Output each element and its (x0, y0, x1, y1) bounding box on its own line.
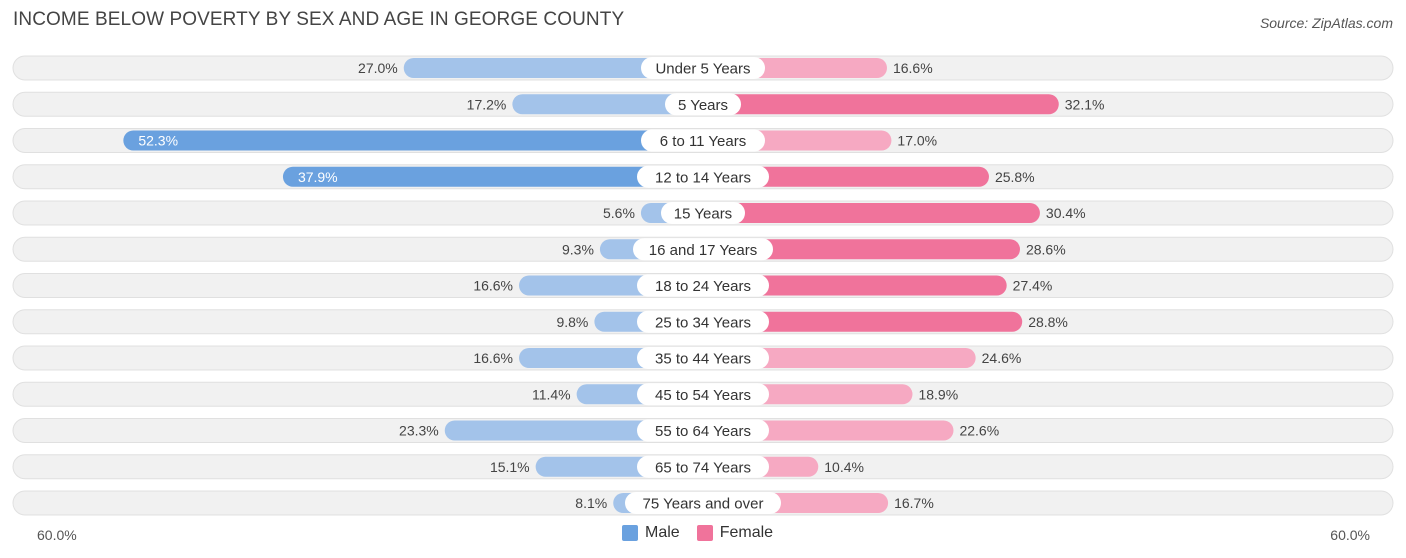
category-pill (637, 383, 769, 406)
bar-female (703, 348, 976, 368)
legend-label-female: Female (719, 524, 774, 541)
bar-female (703, 166, 989, 187)
value-label-male: 52.3% (138, 133, 178, 149)
category-pill (637, 274, 769, 297)
value-label-male: 23.3% (399, 423, 439, 439)
category-pill (625, 492, 781, 514)
value-label-male: 8.1% (575, 495, 607, 511)
category-label: 75 Years and over (643, 496, 764, 513)
value-label-male: 9.8% (556, 314, 588, 330)
bar-female (703, 239, 1020, 260)
category-label: 25 to 34 Years (655, 314, 751, 331)
legend-item-male: Male (622, 524, 680, 542)
category-label: Under 5 Years (655, 61, 750, 78)
category-pill (637, 455, 769, 478)
category-pill (633, 238, 773, 261)
value-label-female: 10.4% (824, 459, 864, 475)
source-label: Source: ZipAtlas.com (1259, 15, 1393, 31)
axis-label-right: 60.0% (1330, 527, 1370, 543)
category-pill (637, 310, 769, 333)
axis-label-left: 60.0% (37, 527, 77, 543)
value-label-female: 30.4% (1046, 205, 1086, 221)
category-label: 55 to 64 Years (655, 423, 751, 440)
value-label-female: 17.0% (897, 133, 937, 149)
category-label: 6 to 11 Years (660, 133, 746, 150)
value-label-male: 5.6% (603, 205, 635, 221)
value-label-female: 16.6% (893, 60, 933, 76)
legend-item-female: Female (696, 524, 774, 542)
category-label: 45 to 54 Years (655, 387, 751, 404)
category-label: 16 and 17 Years (649, 242, 757, 259)
category-pill (641, 129, 765, 152)
bar-female (703, 311, 1023, 332)
category-label: 15 Years (674, 206, 732, 223)
bar-female (703, 203, 1040, 223)
value-label-male: 15.1% (490, 459, 530, 475)
category-pill (637, 419, 769, 442)
bar-male (123, 130, 703, 151)
category-label: 18 to 24 Years (655, 278, 751, 295)
value-label-male: 16.6% (473, 350, 513, 366)
category-pill (637, 347, 769, 369)
value-label-female: 28.6% (1026, 241, 1066, 257)
legend-swatch-female (696, 525, 713, 541)
bar-female (703, 275, 1007, 296)
legend-swatch-male (622, 525, 638, 541)
value-label-female: 24.6% (982, 350, 1022, 366)
bar-female (703, 94, 1059, 115)
value-label-female: 16.7% (894, 495, 934, 511)
value-label-female: 18.9% (918, 386, 958, 402)
value-label-female: 25.8% (995, 169, 1035, 185)
category-pill (665, 93, 741, 116)
value-label-male: 17.2% (467, 96, 507, 112)
category-label: 5 Years (678, 97, 728, 114)
bar-male (282, 166, 703, 187)
bar-male (512, 94, 703, 115)
category-pill (641, 57, 765, 79)
chart-title: INCOME BELOW POVERTY BY SEX AND AGE IN G… (13, 9, 625, 30)
value-label-male: 27.0% (358, 60, 398, 76)
category-label: 35 to 44 Years (655, 351, 751, 368)
value-label-male: 16.6% (473, 278, 513, 294)
value-label-male: 37.9% (298, 169, 338, 185)
legend: Male Female (622, 524, 790, 542)
value-label-female: 22.6% (959, 423, 999, 439)
category-label: 12 to 14 Years (655, 169, 751, 186)
value-label-female: 32.1% (1065, 96, 1105, 112)
value-label-female: 27.4% (1013, 278, 1053, 294)
category-pill (637, 165, 769, 188)
value-label-male: 9.3% (562, 241, 594, 257)
legend-label-male: Male (645, 524, 680, 541)
bar-male (403, 58, 703, 78)
value-label-male: 11.4% (532, 386, 571, 402)
value-label-female: 28.8% (1028, 314, 1068, 330)
category-pill (661, 202, 745, 224)
category-label: 65 to 74 Years (655, 459, 751, 476)
